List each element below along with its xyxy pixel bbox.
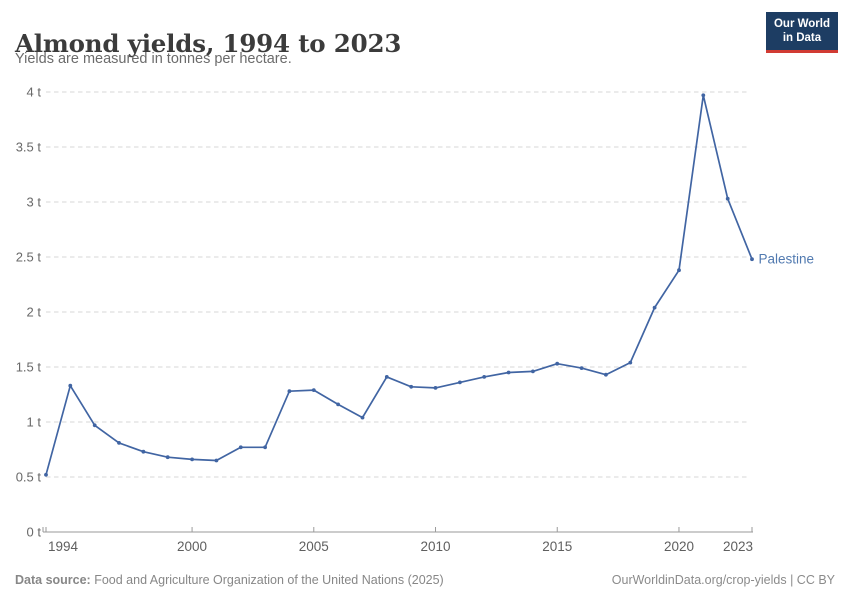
data-point — [652, 305, 657, 310]
data-point — [214, 458, 219, 463]
data-point — [555, 361, 560, 366]
data-point — [311, 388, 316, 392]
data-point — [336, 402, 340, 407]
x-axis-tick-label: 2020 — [664, 539, 694, 554]
data-point — [384, 375, 389, 379]
data-point — [531, 369, 535, 374]
x-axis-tick-label: 2015 — [542, 539, 572, 554]
owid-logo: Our World in Data — [765, 12, 838, 53]
chart-footer: Data source: Food and Agriculture Organi… — [15, 573, 835, 587]
data-point — [44, 472, 48, 477]
y-axis-tick-label: 2 t — [27, 305, 42, 320]
data-point — [68, 383, 73, 388]
data-point — [701, 93, 706, 98]
data-point — [677, 268, 681, 273]
data-point — [506, 370, 511, 375]
data-point — [165, 455, 170, 460]
y-axis-tick-label: 1 t — [27, 415, 42, 430]
data-point — [409, 384, 414, 389]
x-axis-tick-label: 1994 — [48, 539, 79, 554]
x-axis-tick-label: 2023 — [723, 539, 753, 554]
data-point — [190, 457, 195, 462]
data-point — [433, 386, 438, 390]
data-point — [604, 372, 608, 377]
y-axis-tick-label: 1.5 t — [16, 360, 42, 375]
data-point — [482, 375, 487, 379]
license-link: OurWorldinData.org/crop-yields | CC BY — [611, 573, 835, 587]
chart-subtitle: Yields are measured in tonnes per hectar… — [15, 51, 292, 67]
data-point — [263, 445, 267, 450]
data-source-note: Data source: Food and Agriculture Organi… — [15, 573, 444, 587]
data-point — [579, 366, 584, 370]
y-axis-tick-label: 4 t — [27, 85, 42, 100]
data-point — [750, 257, 754, 262]
data-point — [117, 441, 121, 445]
entity-label: Palestine — [759, 252, 815, 267]
data-point — [238, 445, 243, 450]
y-axis-tick-label: 0.5 t — [16, 470, 42, 485]
data-point — [360, 415, 365, 420]
x-axis-tick-label: 2005 — [299, 539, 329, 554]
x-axis-tick-label: 2000 — [177, 539, 207, 554]
page-title: Almond yields, 1994 to 2023 — [15, 29, 402, 59]
series-line — [45, 94, 753, 476]
y-axis-tick-label: 2.5 t — [16, 250, 42, 265]
y-axis-tick-label: 0 t — [27, 525, 42, 540]
data-point — [141, 449, 146, 454]
y-axis-tick-label: 3 t — [27, 195, 42, 210]
data-point — [725, 196, 730, 201]
data-point — [628, 360, 633, 365]
data-point — [287, 389, 292, 394]
owid-logo-line1: Our World — [773, 18, 830, 30]
x-axis-tick-label: 2010 — [420, 539, 450, 554]
data-point — [458, 380, 462, 385]
data-source-label: Data source: — [15, 573, 91, 587]
y-axis-tick-label: 3.5 t — [16, 140, 42, 155]
data-point — [92, 423, 97, 428]
owid-logo-line2: in Data — [782, 32, 822, 45]
data-source-text: Food and Agriculture Organization of the… — [90, 573, 444, 587]
